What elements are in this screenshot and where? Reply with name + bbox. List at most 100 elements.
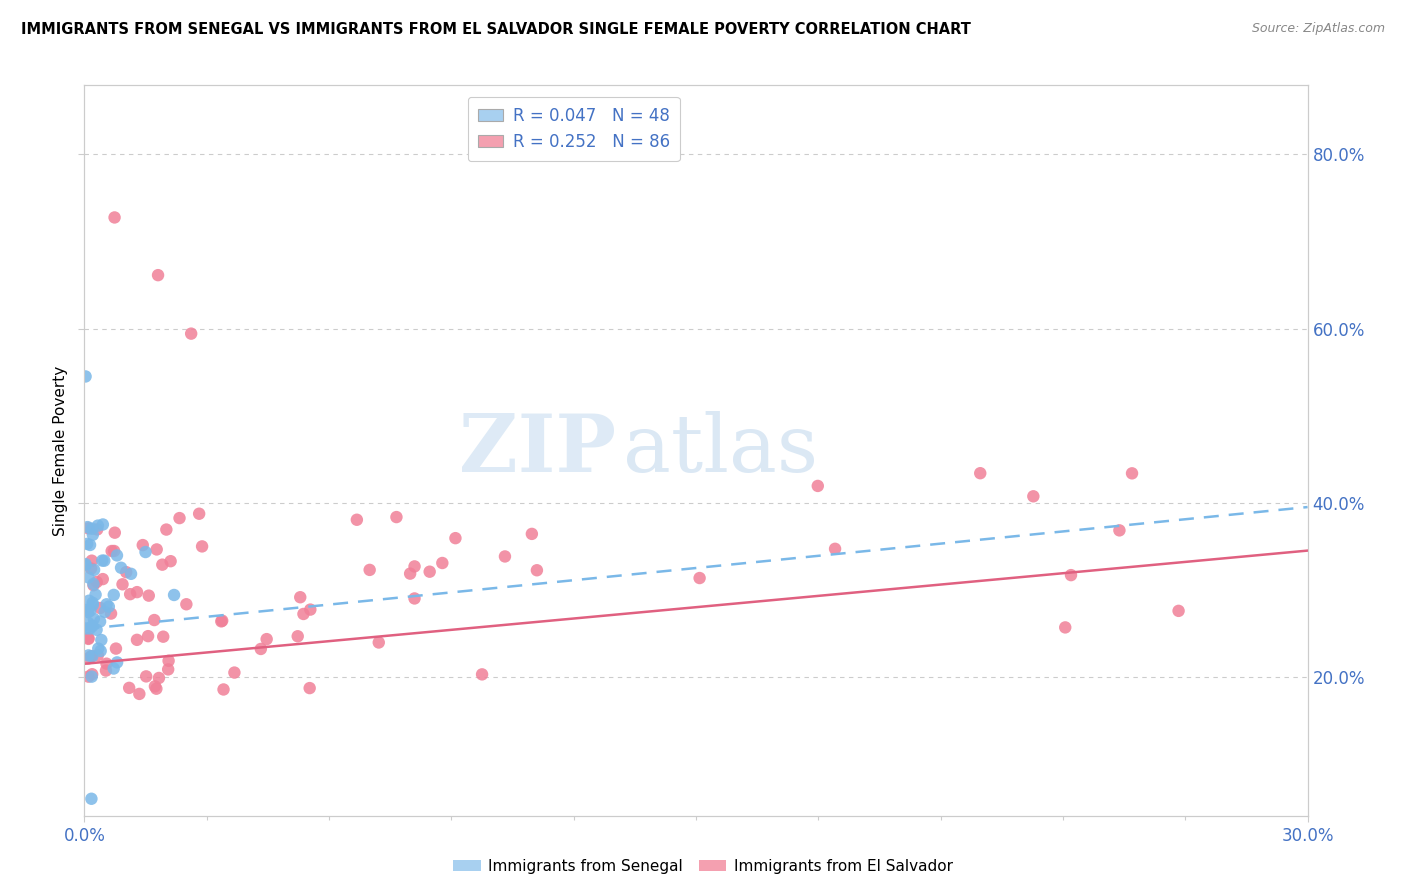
Point xyxy=(385,510,408,524)
Point xyxy=(224,665,246,680)
Point xyxy=(80,791,103,805)
Point xyxy=(104,641,127,656)
Point xyxy=(1054,620,1077,634)
Point xyxy=(83,612,105,626)
Point xyxy=(152,630,174,644)
Point xyxy=(290,591,312,605)
Point xyxy=(471,667,494,681)
Point xyxy=(100,607,122,621)
Point xyxy=(82,596,104,610)
Point xyxy=(75,558,97,573)
Point xyxy=(91,517,114,532)
Point xyxy=(80,554,103,568)
Point xyxy=(824,541,846,556)
Point xyxy=(404,559,426,574)
Point xyxy=(145,542,167,557)
Point xyxy=(298,681,321,695)
Point xyxy=(96,657,118,671)
Point xyxy=(77,615,100,630)
Point xyxy=(148,671,170,685)
Point xyxy=(82,528,104,542)
Text: Source: ZipAtlas.com: Source: ZipAtlas.com xyxy=(1251,22,1385,36)
Point xyxy=(169,511,191,525)
Point xyxy=(1022,489,1045,503)
Point xyxy=(404,591,426,606)
Y-axis label: Single Female Poverty: Single Female Poverty xyxy=(52,366,67,535)
Point xyxy=(77,521,100,535)
Point xyxy=(93,554,115,568)
Point xyxy=(77,648,100,663)
Point xyxy=(211,614,233,628)
Legend: R = 0.047   N = 48, R = 0.252   N = 86: R = 0.047 N = 48, R = 0.252 N = 86 xyxy=(468,96,679,161)
Point xyxy=(82,619,104,633)
Point xyxy=(96,597,118,611)
Point xyxy=(90,644,112,658)
Point xyxy=(103,211,125,225)
Point xyxy=(82,577,104,591)
Point xyxy=(250,642,273,657)
Point xyxy=(111,577,134,591)
Point xyxy=(103,661,125,675)
Point xyxy=(86,574,108,589)
Point xyxy=(76,537,98,551)
Point xyxy=(79,622,101,636)
Point xyxy=(103,544,125,558)
Point xyxy=(105,549,128,563)
Point xyxy=(83,563,105,577)
Point xyxy=(94,664,117,678)
Point xyxy=(77,632,100,646)
Point xyxy=(689,571,711,585)
Point xyxy=(110,560,132,574)
Point xyxy=(120,566,142,581)
Point xyxy=(444,531,467,545)
Point xyxy=(157,662,180,676)
Point xyxy=(188,507,211,521)
Point xyxy=(120,587,142,601)
Point xyxy=(86,623,108,637)
Point xyxy=(75,622,97,636)
Point xyxy=(1108,524,1130,538)
Point xyxy=(97,599,120,614)
Point xyxy=(82,578,104,592)
Point xyxy=(359,563,381,577)
Text: IMMIGRANTS FROM SENEGAL VS IMMIGRANTS FROM EL SALVADOR SINGLE FEMALE POVERTY COR: IMMIGRANTS FROM SENEGAL VS IMMIGRANTS FR… xyxy=(21,22,972,37)
Text: atlas: atlas xyxy=(623,411,818,490)
Point xyxy=(132,538,155,552)
Point xyxy=(90,632,112,647)
Point xyxy=(77,670,100,684)
Point xyxy=(87,518,110,533)
Point xyxy=(77,631,100,645)
Point xyxy=(89,615,111,629)
Point xyxy=(76,605,98,619)
Point xyxy=(807,479,830,493)
Point xyxy=(84,588,107,602)
Point xyxy=(128,687,150,701)
Point xyxy=(76,520,98,534)
Point xyxy=(969,466,991,480)
Point xyxy=(256,632,278,647)
Point xyxy=(105,656,128,670)
Point xyxy=(77,605,100,619)
Point xyxy=(87,641,110,656)
Point xyxy=(526,563,548,577)
Point xyxy=(146,268,169,282)
Point xyxy=(520,527,543,541)
Point xyxy=(93,605,115,619)
Point xyxy=(212,682,235,697)
Point xyxy=(1060,568,1083,582)
Point xyxy=(77,651,100,665)
Point xyxy=(79,604,101,618)
Point xyxy=(1167,604,1189,618)
Point xyxy=(432,556,454,570)
Point xyxy=(135,669,157,683)
Point xyxy=(150,558,173,572)
Point xyxy=(125,585,148,599)
Point xyxy=(115,565,138,579)
Point xyxy=(159,554,181,568)
Point xyxy=(87,648,110,663)
Point xyxy=(1121,467,1143,481)
Point xyxy=(367,635,389,649)
Point xyxy=(145,681,167,696)
Point xyxy=(163,588,186,602)
Point xyxy=(80,670,103,684)
